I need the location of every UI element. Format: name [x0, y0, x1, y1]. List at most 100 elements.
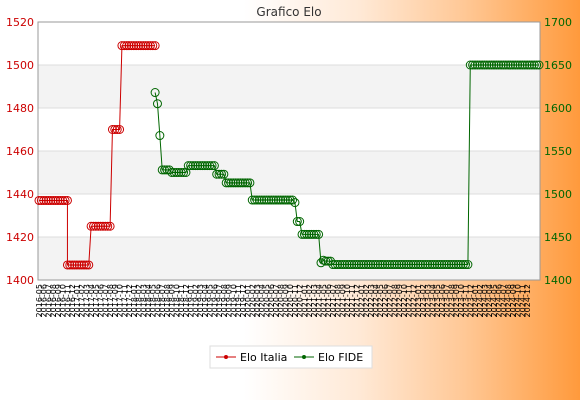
x-tick-label: 2022-09	[395, 284, 404, 317]
x-tick-label: 2020-05	[262, 284, 271, 317]
x-tick-label: 2021-08	[334, 284, 343, 317]
plot-band	[38, 65, 540, 108]
data-point	[321, 256, 331, 266]
x-tick-label: 2017-12	[125, 284, 134, 317]
data-point	[65, 260, 75, 270]
data-point	[340, 260, 350, 270]
data-point	[126, 41, 136, 51]
data-point	[323, 256, 333, 266]
data-point	[368, 260, 378, 270]
data-point	[219, 169, 229, 179]
data-point	[411, 260, 421, 270]
x-tick-label: 2018-12	[182, 284, 191, 317]
data-point	[484, 60, 494, 70]
data-point	[413, 260, 423, 270]
data-point	[186, 161, 196, 171]
data-point	[532, 60, 542, 70]
data-point	[311, 229, 321, 239]
x-tick-label: 2023-07	[443, 284, 452, 317]
data-point	[238, 178, 248, 188]
x-tick-label: 2019-01	[187, 284, 196, 317]
x-tick-label: 2017-07	[101, 284, 110, 317]
x-tick-label: 2016-12	[68, 284, 77, 317]
data-point	[179, 168, 189, 177]
data-point	[152, 99, 162, 109]
y-right-tick-label: 1650	[544, 59, 572, 72]
data-point	[243, 178, 253, 188]
data-point	[86, 221, 96, 231]
x-tick-label: 2019-05	[206, 284, 215, 317]
data-point	[295, 217, 305, 227]
data-point	[96, 221, 106, 231]
x-tick-label: 2020-03	[253, 284, 262, 317]
x-tick-label: 2016-10	[59, 284, 68, 317]
x-tick-label: 2016-05	[35, 284, 44, 317]
data-point	[228, 178, 238, 188]
data-point	[389, 260, 399, 270]
data-point	[53, 195, 63, 205]
data-point	[534, 60, 544, 70]
data-point	[408, 260, 418, 270]
data-point	[449, 260, 459, 270]
x-tick-label: 2022-05	[376, 284, 385, 317]
data-point	[269, 195, 279, 205]
x-tick-label: 2024-09	[509, 284, 518, 317]
data-point	[387, 260, 397, 270]
x-axis: 2016-052016-062016-072016-082016-092016-…	[35, 284, 532, 317]
data-point	[117, 41, 127, 51]
data-point	[67, 260, 77, 270]
x-tick-label: 2018-06	[153, 284, 162, 317]
series-elo-italia	[34, 41, 160, 270]
data-point	[252, 195, 262, 205]
legend-item-elo-fide[interactable]: Elo FIDE	[294, 351, 363, 364]
y-right-tick-label: 1500	[544, 188, 572, 201]
data-point	[167, 168, 177, 177]
x-tick-label: 2020-01	[244, 284, 253, 317]
data-point	[212, 169, 222, 179]
data-point	[136, 41, 146, 51]
x-tick-label: 2023-06	[438, 284, 447, 317]
legend-label-elo-italia: Elo Italia	[240, 351, 287, 364]
data-point	[304, 229, 314, 239]
data-point	[169, 168, 179, 177]
x-tick-label: 2018-05	[149, 284, 158, 317]
y-right-tick-label: 1600	[544, 102, 572, 115]
y-axis-right: 1400 1450 1500 1550 1600 1650 1700	[544, 16, 572, 287]
data-point	[174, 168, 184, 177]
data-point	[91, 221, 101, 231]
plot-border	[37, 21, 541, 281]
legend-label-elo-fide: Elo FIDE	[318, 351, 363, 364]
data-point	[43, 195, 53, 205]
legend-swatch-marker	[224, 355, 228, 359]
x-tick-label: 2017-11	[120, 284, 129, 317]
data-point	[494, 60, 504, 70]
data-point	[271, 195, 281, 205]
x-tick-label: 2016-06	[40, 284, 49, 317]
x-tick-label: 2021-04	[315, 284, 324, 317]
x-tick-label: 2022-08	[390, 284, 399, 317]
x-tick-label: 2023-10	[457, 284, 466, 317]
data-point	[292, 217, 302, 227]
data-point	[472, 60, 482, 70]
data-point	[245, 178, 255, 188]
x-tick-label: 2024-10	[514, 284, 523, 317]
data-point	[176, 168, 186, 177]
data-point	[394, 260, 404, 270]
x-tick-label: 2021-06	[324, 284, 333, 317]
data-point	[62, 260, 72, 270]
legend-item-elo-italia[interactable]: Elo Italia	[216, 351, 287, 364]
plot-bands	[38, 22, 540, 280]
data-point	[261, 195, 271, 205]
data-point	[491, 60, 501, 70]
data-point	[209, 161, 219, 171]
data-point	[423, 260, 433, 270]
chart-title: Grafico Elo	[256, 5, 321, 19]
x-tick-label: 2016-07	[44, 284, 53, 317]
data-point	[195, 161, 205, 171]
data-point	[392, 260, 402, 270]
data-point	[134, 41, 144, 51]
x-tick-label: 2017-01	[73, 284, 82, 317]
data-point	[347, 260, 357, 270]
data-point	[46, 195, 56, 205]
data-point	[226, 178, 236, 188]
